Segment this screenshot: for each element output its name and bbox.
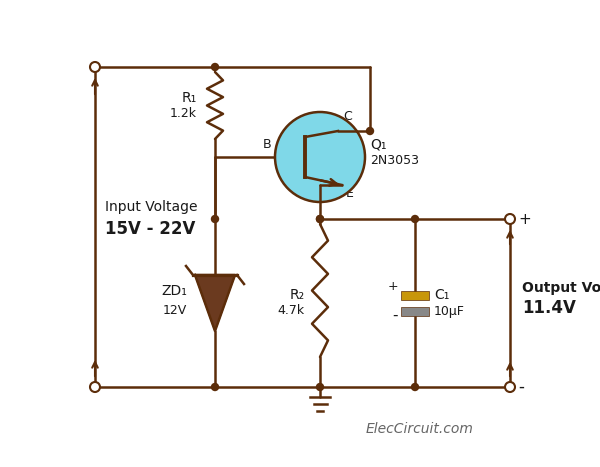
Circle shape xyxy=(505,214,515,224)
Text: Q₁: Q₁ xyxy=(370,138,386,152)
Bar xyxy=(401,306,429,316)
Circle shape xyxy=(212,64,218,71)
Text: -: - xyxy=(518,378,524,396)
Text: +: + xyxy=(388,281,398,293)
Circle shape xyxy=(90,382,100,392)
Text: 11.4V: 11.4V xyxy=(522,299,576,317)
Text: C: C xyxy=(343,110,352,123)
Circle shape xyxy=(212,215,218,222)
Text: ElecCircuit.com: ElecCircuit.com xyxy=(366,422,474,436)
Text: ZD₁: ZD₁ xyxy=(161,284,187,298)
Text: R₂: R₂ xyxy=(290,288,305,302)
Text: -: - xyxy=(392,307,398,323)
Circle shape xyxy=(367,127,373,134)
Circle shape xyxy=(90,62,100,72)
Text: E: E xyxy=(346,187,354,200)
Text: 10μF: 10μF xyxy=(434,304,465,318)
Circle shape xyxy=(505,382,515,392)
Text: 2N3053: 2N3053 xyxy=(370,154,419,167)
Circle shape xyxy=(317,383,323,390)
Circle shape xyxy=(317,215,323,222)
Circle shape xyxy=(412,383,419,390)
Text: 1.2k: 1.2k xyxy=(170,107,197,120)
Polygon shape xyxy=(195,275,235,331)
Text: 15V - 22V: 15V - 22V xyxy=(105,220,196,238)
Text: +: + xyxy=(518,212,531,226)
Text: Input Voltage: Input Voltage xyxy=(105,200,197,214)
Text: 12V: 12V xyxy=(163,304,187,318)
Text: B: B xyxy=(262,138,271,151)
Circle shape xyxy=(212,383,218,390)
Text: C₁: C₁ xyxy=(434,288,449,302)
Circle shape xyxy=(412,215,419,222)
Circle shape xyxy=(275,112,365,202)
Bar xyxy=(401,290,429,299)
Text: R₁: R₁ xyxy=(182,91,197,105)
Text: Output Voltage: Output Voltage xyxy=(522,281,600,295)
Circle shape xyxy=(317,215,323,222)
Text: 4.7k: 4.7k xyxy=(278,304,305,318)
Circle shape xyxy=(506,215,514,222)
